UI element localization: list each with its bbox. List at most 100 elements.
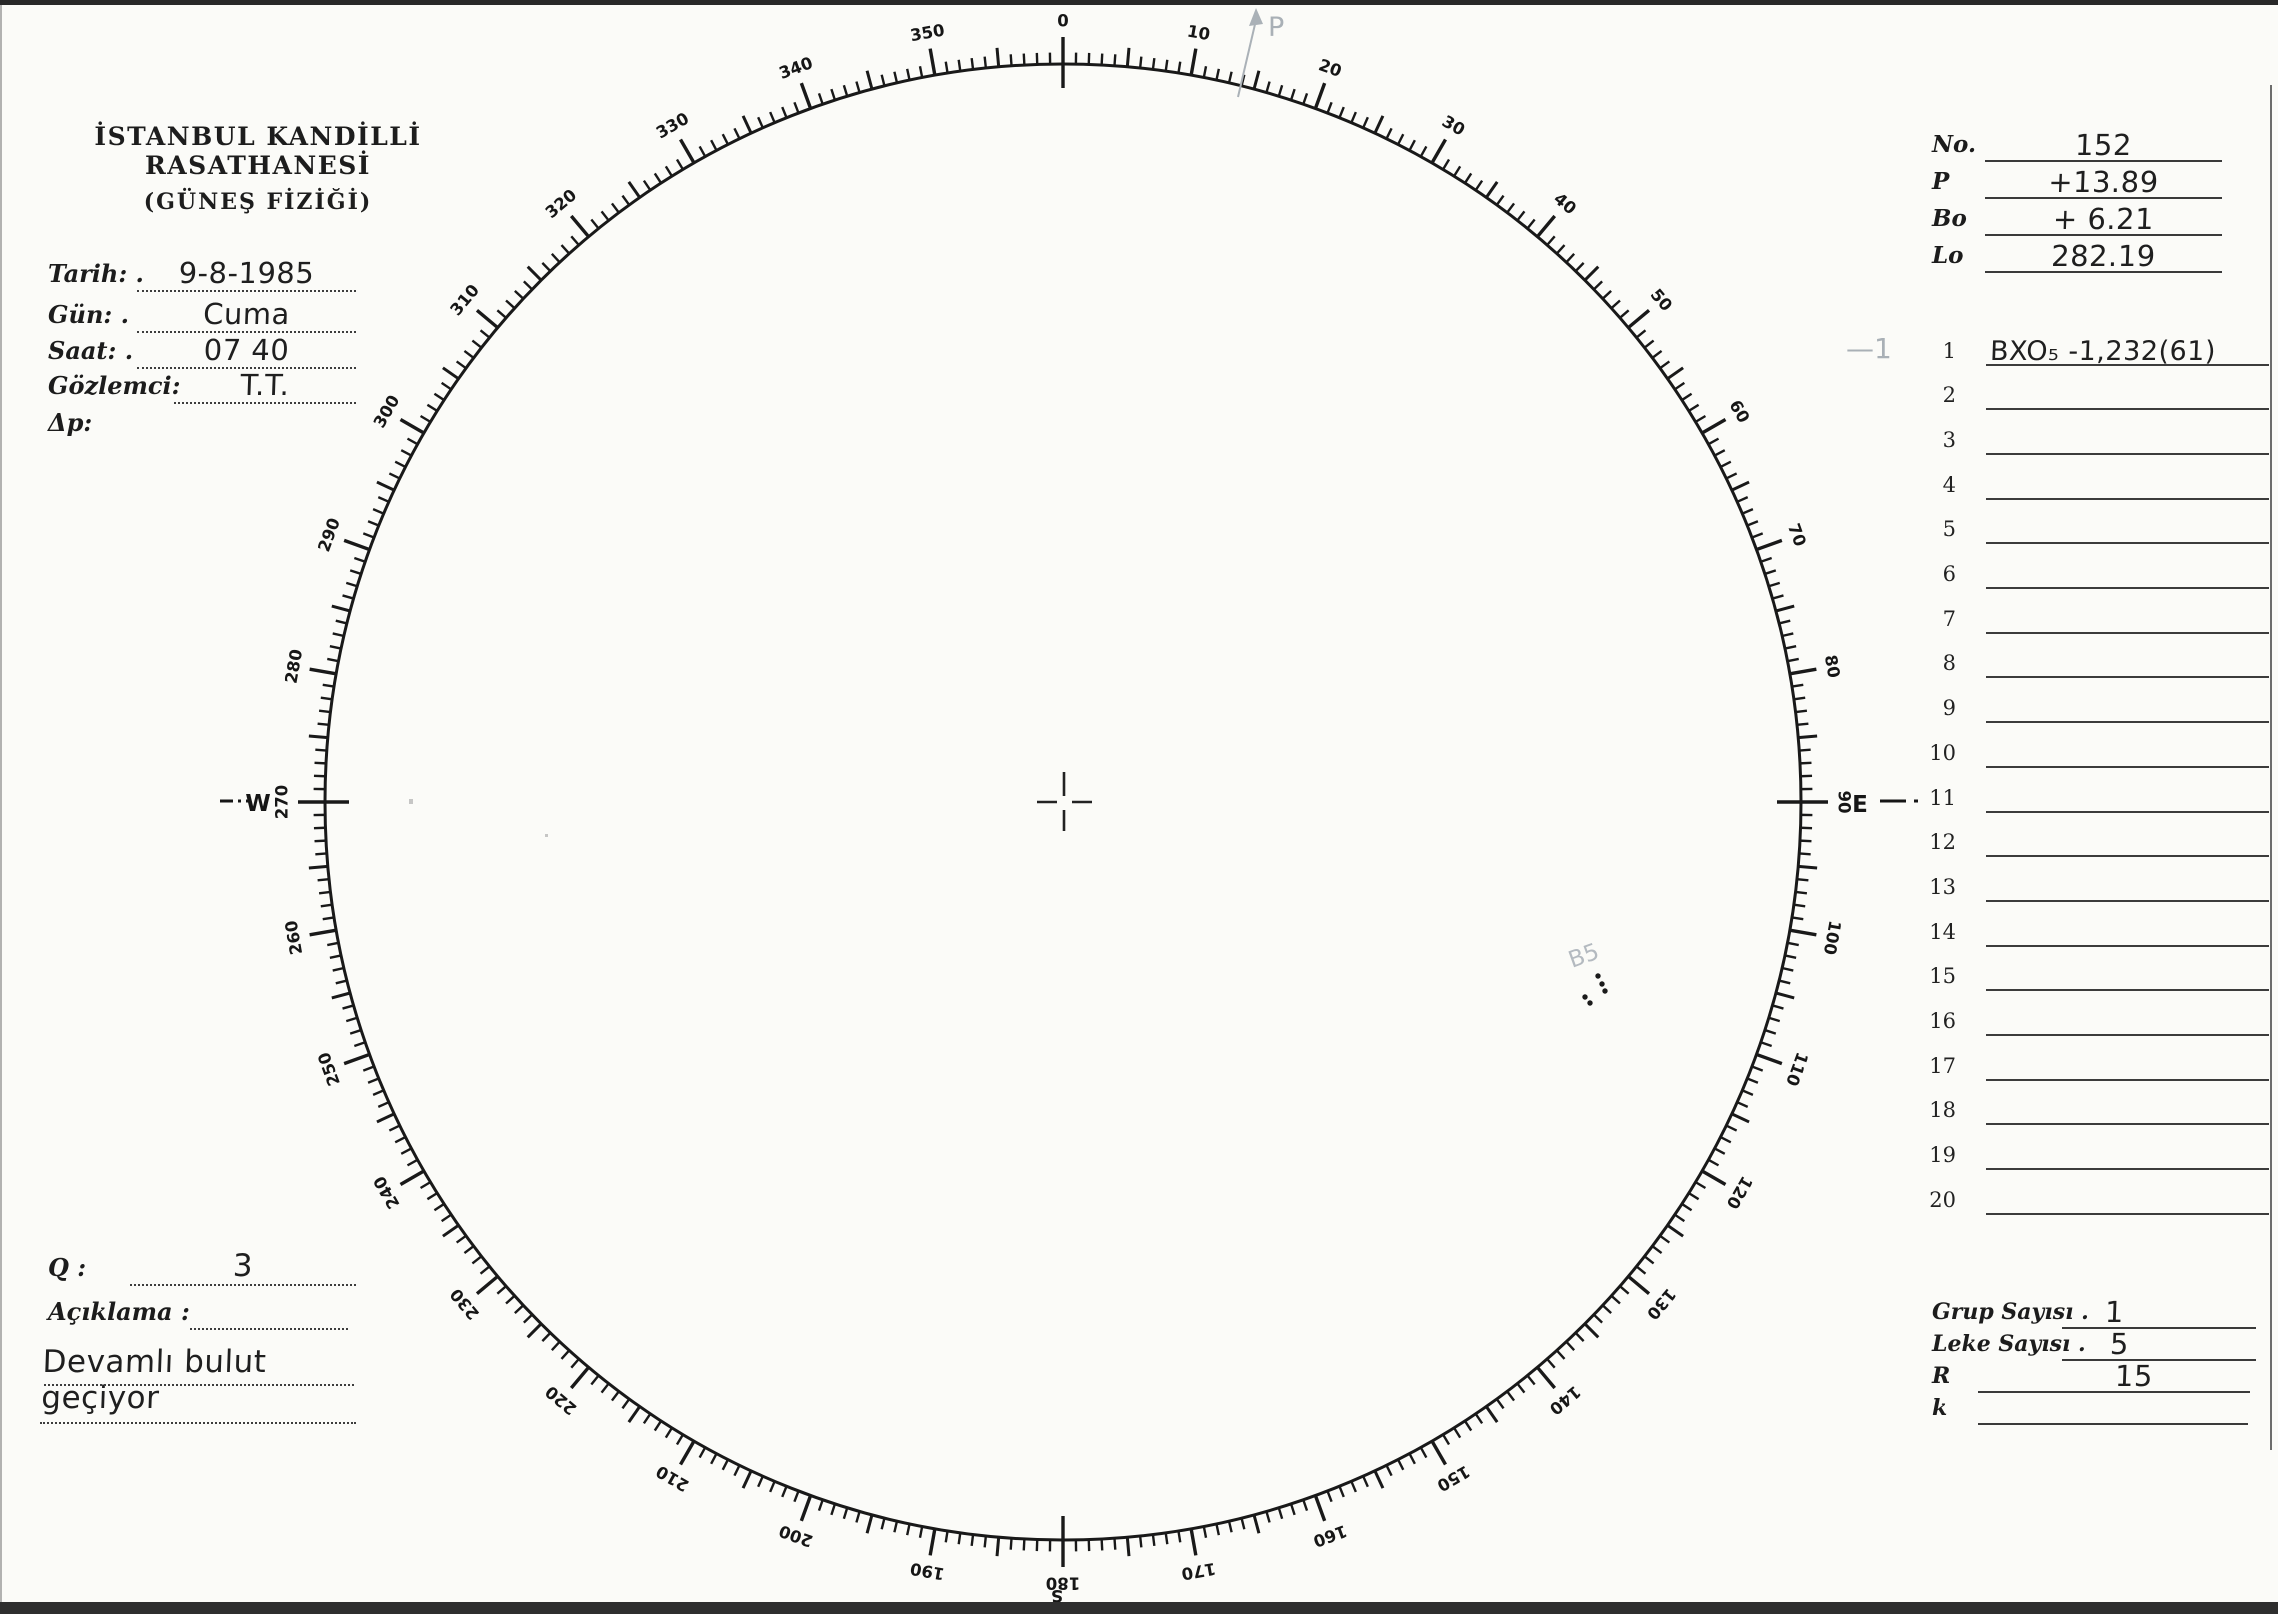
field-no: No. 152 bbox=[1930, 124, 2250, 162]
tarih-value: 9-8-1985 bbox=[178, 256, 315, 290]
region-row-number: 17 bbox=[1929, 1053, 1956, 1078]
tarih-label: Tarih: . bbox=[48, 259, 144, 288]
field-leke-sayisi: Leke Sayısı . 5 bbox=[1930, 1325, 2260, 1361]
region-list-row: 3 bbox=[1920, 427, 2276, 455]
region-row-number: 20 bbox=[1929, 1187, 1956, 1212]
q-label: Q : bbox=[48, 1253, 87, 1282]
no-label: No. bbox=[1932, 131, 1976, 158]
region-row-number: 10 bbox=[1929, 740, 1956, 765]
region-row-rule bbox=[1986, 631, 2269, 634]
region-list-row: 6 bbox=[1920, 561, 2276, 589]
region-row-number: 15 bbox=[1929, 964, 1956, 989]
region-row-rule bbox=[1986, 944, 2269, 947]
grup-sayisi-value: 1 bbox=[2104, 1295, 2125, 1329]
dial-degree-label: 350 bbox=[909, 21, 946, 46]
region-row-number: 16 bbox=[1929, 1009, 1956, 1033]
dial-degree-label: 170 bbox=[1180, 1559, 1217, 1584]
region-row-rule bbox=[1986, 363, 2269, 366]
region-row-rule bbox=[1986, 542, 2269, 545]
region-row-rule bbox=[1986, 899, 2269, 902]
gun-value: Cuma bbox=[202, 297, 291, 331]
gun-label: Gün: . bbox=[48, 300, 129, 329]
dial-degree-label: 70 bbox=[1784, 521, 1810, 549]
region-row-number: 18 bbox=[1929, 1098, 1956, 1123]
delta-p-label: Δp: bbox=[48, 408, 93, 437]
title-block: İSTANBUL KANDİLLİ RASATHANESİ (GÜNEŞ FİZ… bbox=[28, 122, 488, 215]
scan-edge-left bbox=[0, 5, 2, 1602]
p-rule bbox=[1985, 197, 2222, 199]
grup-sayisi-label: Grup Sayısı . bbox=[1932, 1299, 2089, 1325]
field-k: k bbox=[1930, 1389, 2260, 1425]
region-row-rule bbox=[1986, 989, 2269, 992]
region-list-row: 13 bbox=[1920, 874, 2276, 902]
aciklama-label: Açıklama : bbox=[48, 1297, 190, 1326]
dial-degree-labels: 0 10 20 30 40 50 60 70 80 90 100 110 120 130 140 150 160… bbox=[273, 12, 1854, 1593]
region-list-row: 10 bbox=[1920, 740, 2276, 768]
region-row-rule bbox=[1986, 765, 2269, 768]
region-list-row: 15 bbox=[1920, 963, 2276, 992]
region-row-rule bbox=[1986, 1034, 2269, 1036]
dial-degree-label: 210 bbox=[653, 1462, 692, 1496]
gozlemci-label: Gözlemci: bbox=[48, 371, 181, 400]
gozlemci-rule bbox=[174, 402, 356, 404]
region-list-row: 14 bbox=[1920, 919, 2276, 947]
leke-sayisi-value: 5 bbox=[2109, 1327, 2130, 1361]
field-gun: Gün: . Cuma bbox=[42, 293, 360, 333]
region-row-rule bbox=[1986, 497, 2269, 500]
dial-degree-label: 80 bbox=[1821, 653, 1844, 679]
gozlemci-value: T.T. bbox=[239, 368, 291, 402]
dial-degree-label: 40 bbox=[1550, 189, 1580, 218]
region-row-number: 6 bbox=[1942, 562, 1956, 586]
region-list-row: 12 bbox=[1920, 829, 2276, 858]
k-rule bbox=[1978, 1423, 2248, 1425]
field-p: P +13.89 bbox=[1930, 161, 2250, 199]
cardinal-east-label: E bbox=[1852, 792, 1868, 818]
region-list-row: 19 bbox=[1920, 1142, 2276, 1171]
aciklama-rule bbox=[190, 1328, 348, 1330]
dial-degree-label: 340 bbox=[776, 53, 815, 83]
saat-rule bbox=[137, 367, 356, 369]
k-label: k bbox=[1932, 1395, 1948, 1421]
leke-sayisi-label: Leke Sayısı . bbox=[1932, 1331, 2086, 1357]
dial-degree-label: 180 bbox=[1046, 1574, 1080, 1593]
dial-degree-label: 160 bbox=[1311, 1521, 1350, 1551]
dial-degree-label: 90 bbox=[1835, 791, 1854, 814]
region-list-row: 20 bbox=[1920, 1187, 2276, 1215]
dial-degree-label: 310 bbox=[446, 281, 483, 320]
pencil-group-count-annotation: —1 bbox=[1846, 332, 1892, 365]
remark-rule-2 bbox=[40, 1420, 356, 1424]
dial-degree-label: 190 bbox=[909, 1559, 946, 1584]
region-row-rule bbox=[1986, 810, 2269, 813]
dial-degree-label: 220 bbox=[542, 1382, 581, 1419]
dial-degree-label: 0 bbox=[1057, 12, 1068, 31]
no-rule bbox=[1985, 160, 2222, 162]
field-gozlemci: Gözlemci: T.T. bbox=[42, 364, 360, 404]
region-row-number: 5 bbox=[1942, 517, 1956, 542]
region-list-row: 9 bbox=[1920, 695, 2276, 724]
region-row-rule bbox=[1986, 855, 2269, 858]
region-row-number: 7 bbox=[1942, 606, 1956, 631]
region-list-row: 17 bbox=[1920, 1053, 2276, 1081]
dial-degree-label: 290 bbox=[314, 515, 344, 554]
region-list-row: 11 bbox=[1920, 785, 2276, 813]
cardinal-west-label: W bbox=[245, 791, 270, 817]
q-rule bbox=[130, 1284, 356, 1286]
region-row-rule bbox=[1986, 408, 2269, 411]
bo-rule bbox=[1985, 234, 2222, 236]
sunspot bbox=[1582, 994, 1588, 1000]
field-grup-sayisi: Grup Sayısı . 1 bbox=[1930, 1293, 2260, 1329]
cardinal-south-label: S bbox=[1051, 1585, 1063, 1605]
leke-sayisi-rule bbox=[2062, 1359, 2256, 1361]
region-list: 1 BXO₅ -1,232(61) 2 3 4 5 6 7 8 9 10 11 12 13 14 15 16 17… bbox=[1920, 0, 2276, 1614]
field-bo: Bo + 6.21 bbox=[1930, 198, 2250, 236]
observatory-subtitle: (GÜNEŞ FİZİĞİ) bbox=[143, 189, 373, 215]
dial-degree-label: 260 bbox=[282, 919, 307, 956]
region-row-rule bbox=[1986, 1168, 2269, 1171]
dial-degree-label: 130 bbox=[1643, 1285, 1680, 1324]
dial-degree-label: 120 bbox=[1723, 1173, 1757, 1212]
region-list-row: 18 bbox=[1920, 1097, 2276, 1126]
sunspot-group bbox=[1582, 973, 1608, 1006]
sunspot bbox=[1602, 988, 1608, 994]
field-aciklama: Açıklama : bbox=[42, 1290, 360, 1330]
